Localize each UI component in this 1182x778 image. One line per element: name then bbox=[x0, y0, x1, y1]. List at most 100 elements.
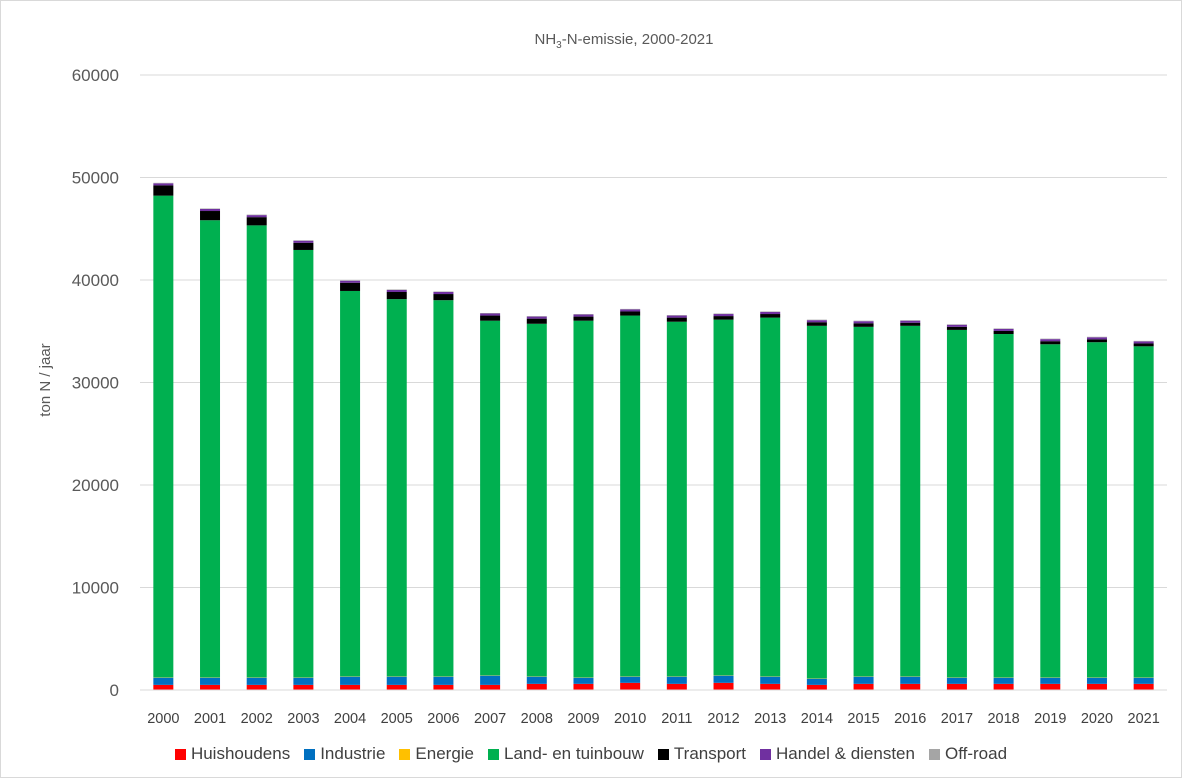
bar-segment bbox=[340, 282, 361, 291]
bar-segment bbox=[153, 684, 174, 690]
legend-swatch bbox=[928, 748, 940, 760]
bar-segment bbox=[246, 225, 267, 678]
bar-segment bbox=[666, 683, 687, 690]
bar-segment bbox=[806, 678, 827, 685]
bar-segment bbox=[853, 326, 874, 677]
y-tick-label: 20000 bbox=[72, 476, 119, 495]
bar-segment bbox=[760, 676, 781, 684]
bar-segment bbox=[946, 683, 967, 690]
x-tick-label: 2002 bbox=[241, 711, 273, 727]
bar-segment bbox=[760, 317, 781, 677]
x-tick-label: 2017 bbox=[941, 711, 973, 727]
bar-segment bbox=[806, 322, 827, 326]
x-tick-label: 2007 bbox=[474, 711, 506, 727]
bar-segment bbox=[293, 684, 314, 690]
bar-segment bbox=[480, 313, 501, 316]
x-tick-label: 2011 bbox=[661, 711, 692, 727]
bar-segment bbox=[386, 291, 407, 300]
bar-segment bbox=[853, 676, 874, 684]
bar-segment bbox=[526, 318, 547, 324]
bar-segment bbox=[573, 320, 594, 678]
bar-segment bbox=[1133, 341, 1154, 344]
x-tick-label: 2015 bbox=[847, 711, 879, 727]
bar-segment bbox=[480, 320, 501, 676]
bar-segment bbox=[433, 684, 454, 690]
bar-segment bbox=[946, 326, 967, 330]
bar-segment bbox=[340, 290, 361, 677]
chart-title: NH3-N-emissie, 2000-2021 bbox=[535, 31, 714, 51]
bar-segment bbox=[760, 311, 781, 312]
bar-segment bbox=[713, 675, 734, 683]
legend: Huishoudens Industrie Energie Land- en tuin… bbox=[0, 744, 1182, 764]
bar-segment bbox=[946, 329, 967, 678]
bar-segment bbox=[1086, 339, 1107, 343]
legend-label: Industrie bbox=[320, 744, 386, 763]
legend-label: Energie bbox=[415, 744, 475, 763]
bar-segment bbox=[246, 217, 267, 226]
bar-segment bbox=[1040, 339, 1061, 342]
legend-label: Handel & diensten bbox=[776, 744, 915, 763]
bar-segment bbox=[480, 684, 501, 690]
bar-segment bbox=[293, 242, 314, 250]
bar-segment bbox=[760, 683, 781, 690]
legend-item: Huishoudens bbox=[174, 744, 290, 764]
bar-segment bbox=[620, 682, 641, 690]
bar-segment bbox=[433, 294, 454, 301]
x-tick-label: 2021 bbox=[1128, 711, 1160, 727]
legend-label: Off-road bbox=[944, 744, 1008, 763]
legend-item: Energie bbox=[399, 744, 474, 764]
title-main: NH bbox=[535, 31, 557, 48]
bar-segment bbox=[246, 214, 267, 216]
bar-segment bbox=[620, 308, 641, 310]
bar-segment bbox=[713, 314, 734, 317]
bar-segment bbox=[1086, 336, 1107, 338]
bar-segment bbox=[200, 677, 221, 685]
bar-segment bbox=[153, 185, 174, 196]
legend-item: Industrie bbox=[304, 744, 385, 764]
legend-item: Handel & diensten bbox=[760, 744, 915, 764]
bar-segment bbox=[713, 319, 734, 676]
bar-segment bbox=[806, 684, 827, 690]
bar-segment bbox=[153, 677, 174, 685]
legend-label: Transport bbox=[673, 744, 747, 763]
bar-segment bbox=[386, 299, 407, 677]
bar-segment bbox=[293, 677, 314, 685]
bar-segment bbox=[1133, 343, 1154, 347]
x-tick-label: 2005 bbox=[381, 711, 413, 727]
bar-segment bbox=[1040, 677, 1061, 684]
bar-segment bbox=[1086, 342, 1107, 678]
bar-segment bbox=[666, 321, 687, 677]
x-tick-label: 2010 bbox=[614, 711, 646, 727]
bar-segment bbox=[946, 324, 967, 325]
bar-segment bbox=[853, 321, 874, 324]
bar-segment bbox=[900, 320, 921, 321]
y-tick-label: 30000 bbox=[72, 374, 119, 393]
bar-segment bbox=[246, 215, 267, 218]
bar-segment bbox=[153, 183, 174, 186]
bar-segment bbox=[386, 289, 407, 290]
bar-segment bbox=[1086, 683, 1107, 690]
legend-item: Land- en tuinbouw bbox=[488, 744, 644, 764]
bar-segment bbox=[386, 676, 407, 685]
bar-segment bbox=[620, 315, 641, 677]
bar-segment bbox=[433, 676, 454, 685]
legend-label: Land- en tuinbouw bbox=[504, 744, 644, 763]
bar-segment bbox=[1040, 338, 1061, 340]
bar-segment bbox=[573, 316, 594, 321]
bar-segment bbox=[246, 684, 267, 690]
x-tick-label: 2019 bbox=[1034, 711, 1066, 727]
bar-segment bbox=[200, 211, 221, 221]
x-tick-label: 2001 bbox=[194, 711, 226, 727]
bar-segment bbox=[993, 677, 1014, 684]
axes: 0 10000 20000 30000 40000 50000 60000 2000 2001 2… bbox=[72, 66, 1167, 727]
bar-segment bbox=[573, 314, 594, 315]
bar-segment bbox=[853, 320, 874, 322]
bar-segment bbox=[526, 323, 547, 677]
y-tick-label: 60000 bbox=[72, 66, 119, 85]
x-tick-label: 2006 bbox=[427, 711, 459, 727]
bar-segment bbox=[713, 682, 734, 690]
legend-swatch bbox=[399, 748, 411, 760]
bar-segment bbox=[340, 676, 361, 685]
title-subscript: 3 bbox=[556, 40, 562, 51]
